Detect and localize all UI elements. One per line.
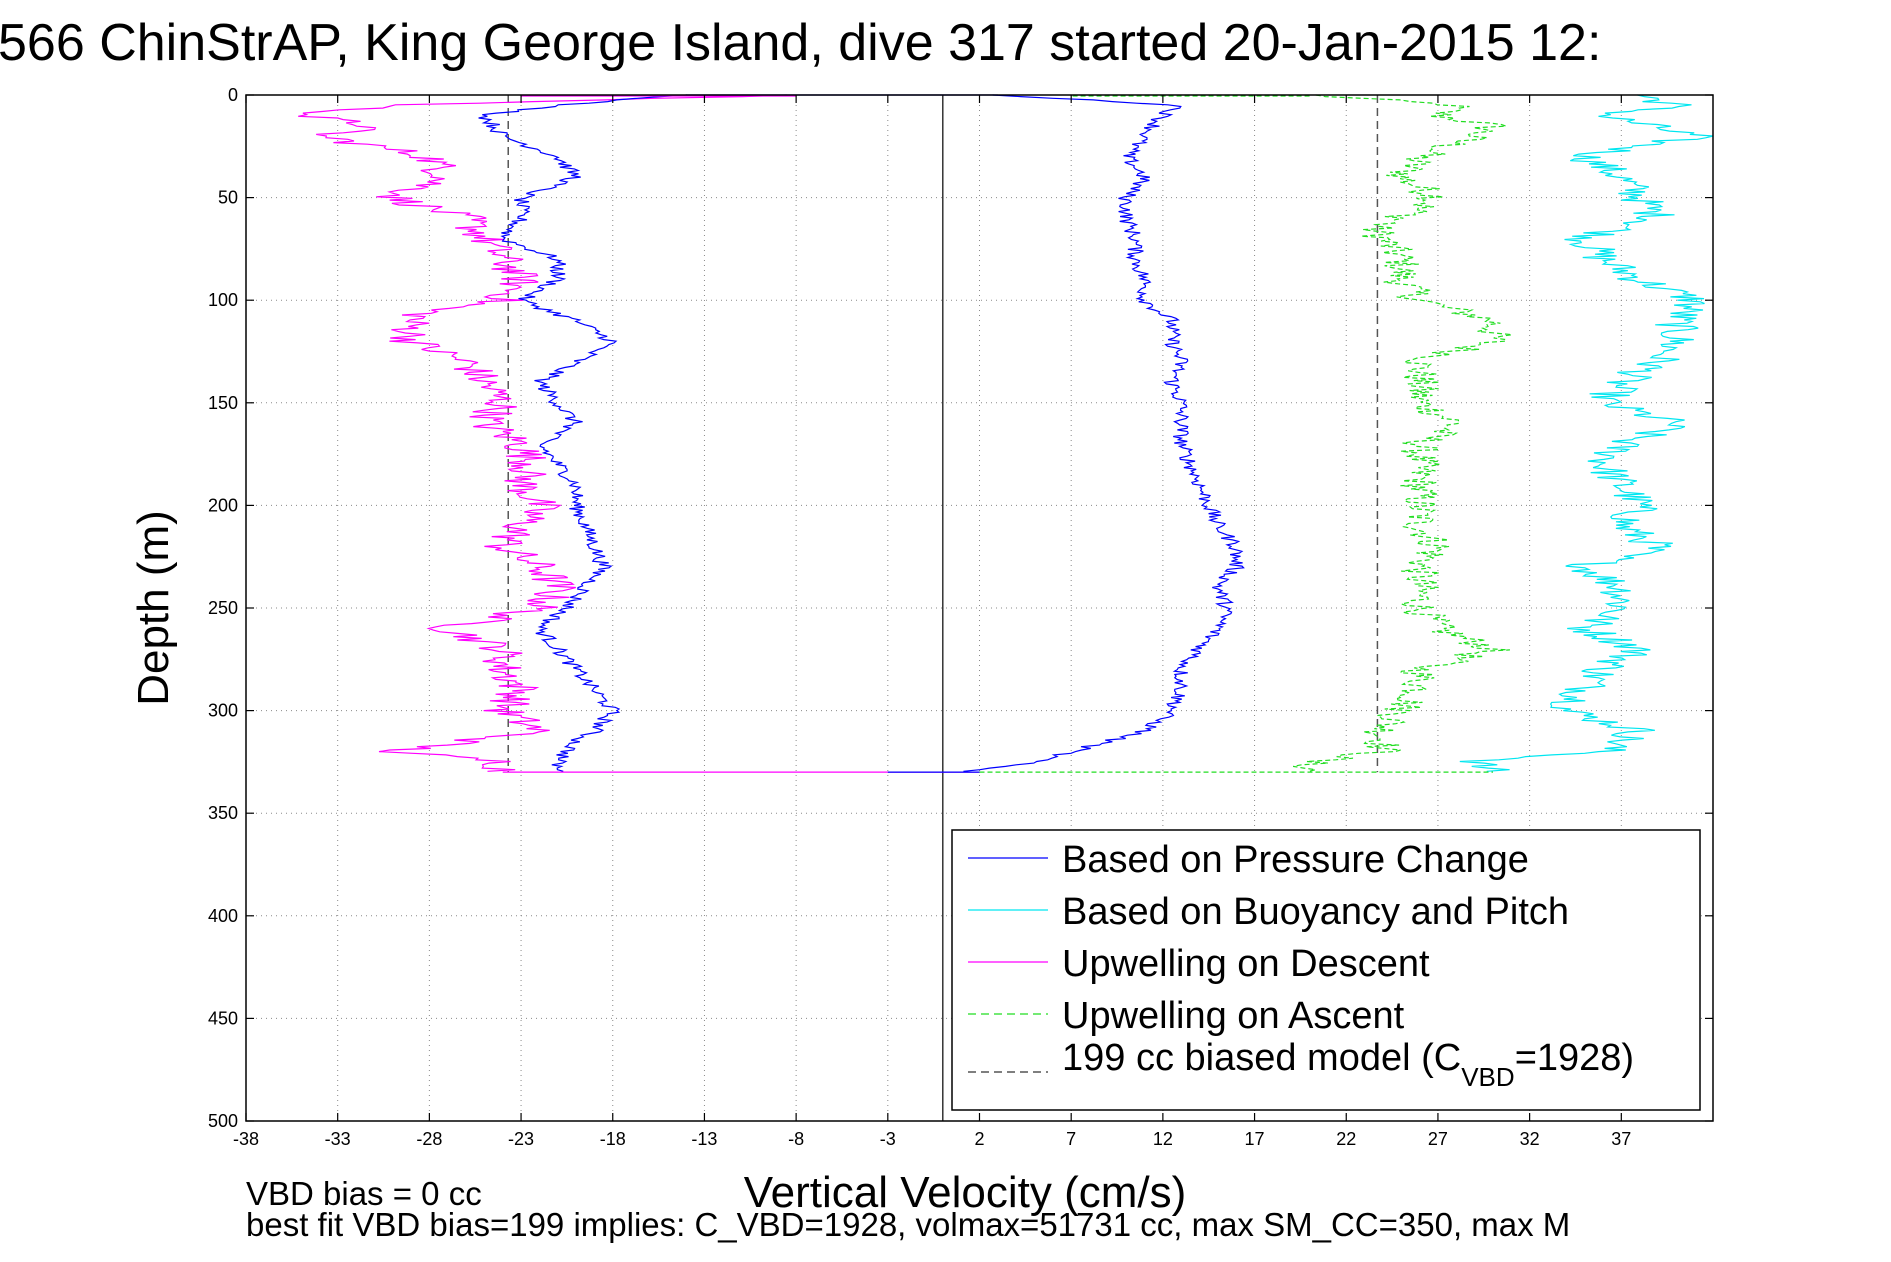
x-tick-label: 17 (1245, 1129, 1265, 1149)
y-tick-label: 300 (208, 701, 238, 721)
chart-title: 566 ChinStrAP, King George Island, dive … (0, 14, 1601, 72)
x-tick-label: -13 (691, 1129, 717, 1149)
series-upwelling-ascent (1292, 94, 1512, 772)
x-tick-label: 37 (1611, 1129, 1631, 1149)
legend-label-model: 199 cc biased model (CVBD=1928) (1062, 1037, 1634, 1092)
x-tick-label: 22 (1336, 1129, 1356, 1149)
x-tick-label: -23 (508, 1129, 534, 1149)
series-upwelling-descent (298, 94, 787, 772)
legend-label-ascent: Upwelling on Ascent (1062, 995, 1405, 1037)
x-tick-label: -33 (325, 1129, 351, 1149)
y-tick-label: 150 (208, 393, 238, 413)
y-tick-label: 200 (208, 495, 238, 515)
annotation-vbd-bias: VBD bias = 0 cc (246, 1175, 482, 1212)
legend-label-buoyancy: Based on Buoyancy and Pitch (1062, 891, 1569, 933)
y-axis-label: Depth (m) (129, 510, 178, 706)
x-tick-label: -38 (233, 1129, 259, 1149)
y-tick-label: 0 (228, 85, 238, 105)
legend-model-suffix: =1928) (1515, 1037, 1634, 1079)
y-tick-label: 250 (208, 598, 238, 618)
y-tick-label: 450 (208, 1008, 238, 1028)
x-tick-label: -3 (880, 1129, 896, 1149)
axis-ticks: -38 -33 -28 -23 -18 -13 -8 -3 2 7 12 17 22 27 32 370501… (208, 85, 1713, 1149)
legend: Based on Pressure Change Based on Buoyan… (951, 829, 1701, 1111)
legend-box (951, 829, 1701, 1111)
y-tick-label: 350 (208, 803, 238, 823)
legend-label-descent: Upwelling on Descent (1062, 943, 1430, 985)
legend-model-main: 199 cc biased model (C (1062, 1037, 1461, 1079)
x-tick-label: 32 (1520, 1129, 1540, 1149)
x-tick-label: 7 (1066, 1129, 1076, 1149)
y-tick-label: 500 (208, 1111, 238, 1131)
series-pressure-descent (478, 94, 687, 772)
x-tick-label: 27 (1428, 1129, 1448, 1149)
annotation-best-fit: best fit VBD bias=199 implies: C_VBD=192… (246, 1206, 1570, 1243)
x-tick-label: -8 (788, 1129, 804, 1149)
series-pressure-ascent (963, 94, 1245, 772)
legend-model-subscript: VBD (1461, 1062, 1514, 1092)
legend-label-pressure: Based on Pressure Change (1062, 839, 1529, 881)
x-axis-label: Vertical Velocity (cm/s) (744, 1168, 1187, 1217)
x-tick-label: -18 (600, 1129, 626, 1149)
x-tick-label: 2 (974, 1129, 984, 1149)
y-tick-label: 50 (218, 188, 238, 208)
y-tick-label: 100 (208, 290, 238, 310)
series-buoyancy-pitch (1459, 94, 1714, 772)
y-tick-label: 400 (208, 906, 238, 926)
x-tick-label: -28 (416, 1129, 442, 1149)
x-tick-label: 12 (1153, 1129, 1173, 1149)
